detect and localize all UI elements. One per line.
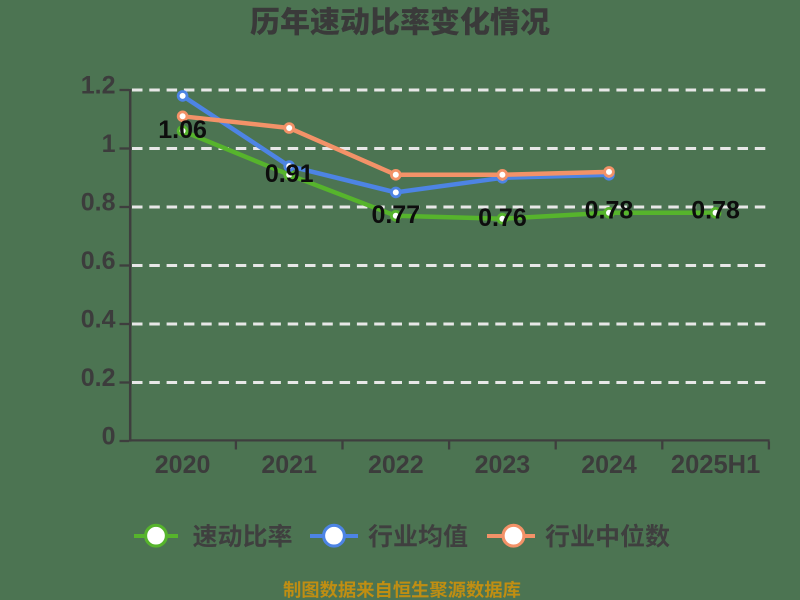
svg-text:2025H1: 2025H1 xyxy=(671,451,760,479)
svg-text:0.8: 0.8 xyxy=(81,189,116,217)
svg-text:0.77: 0.77 xyxy=(371,201,420,229)
svg-text:0.78: 0.78 xyxy=(691,197,740,225)
svg-text:0: 0 xyxy=(102,423,116,451)
svg-text:2021: 2021 xyxy=(261,451,317,479)
svg-text:0.2: 0.2 xyxy=(81,364,116,392)
svg-text:0.6: 0.6 xyxy=(81,247,116,275)
svg-text:0.76: 0.76 xyxy=(478,204,527,232)
svg-text:2020: 2020 xyxy=(155,451,211,479)
svg-text:1.2: 1.2 xyxy=(81,72,116,100)
svg-text:0.4: 0.4 xyxy=(81,306,116,334)
svg-text:0.78: 0.78 xyxy=(585,197,634,225)
svg-text:2022: 2022 xyxy=(368,451,424,479)
svg-text:2024: 2024 xyxy=(581,451,637,479)
svg-text:0.91: 0.91 xyxy=(265,160,314,188)
svg-text:1: 1 xyxy=(102,130,116,158)
svg-text:1.06: 1.06 xyxy=(158,116,207,144)
svg-text:2023: 2023 xyxy=(475,451,531,479)
